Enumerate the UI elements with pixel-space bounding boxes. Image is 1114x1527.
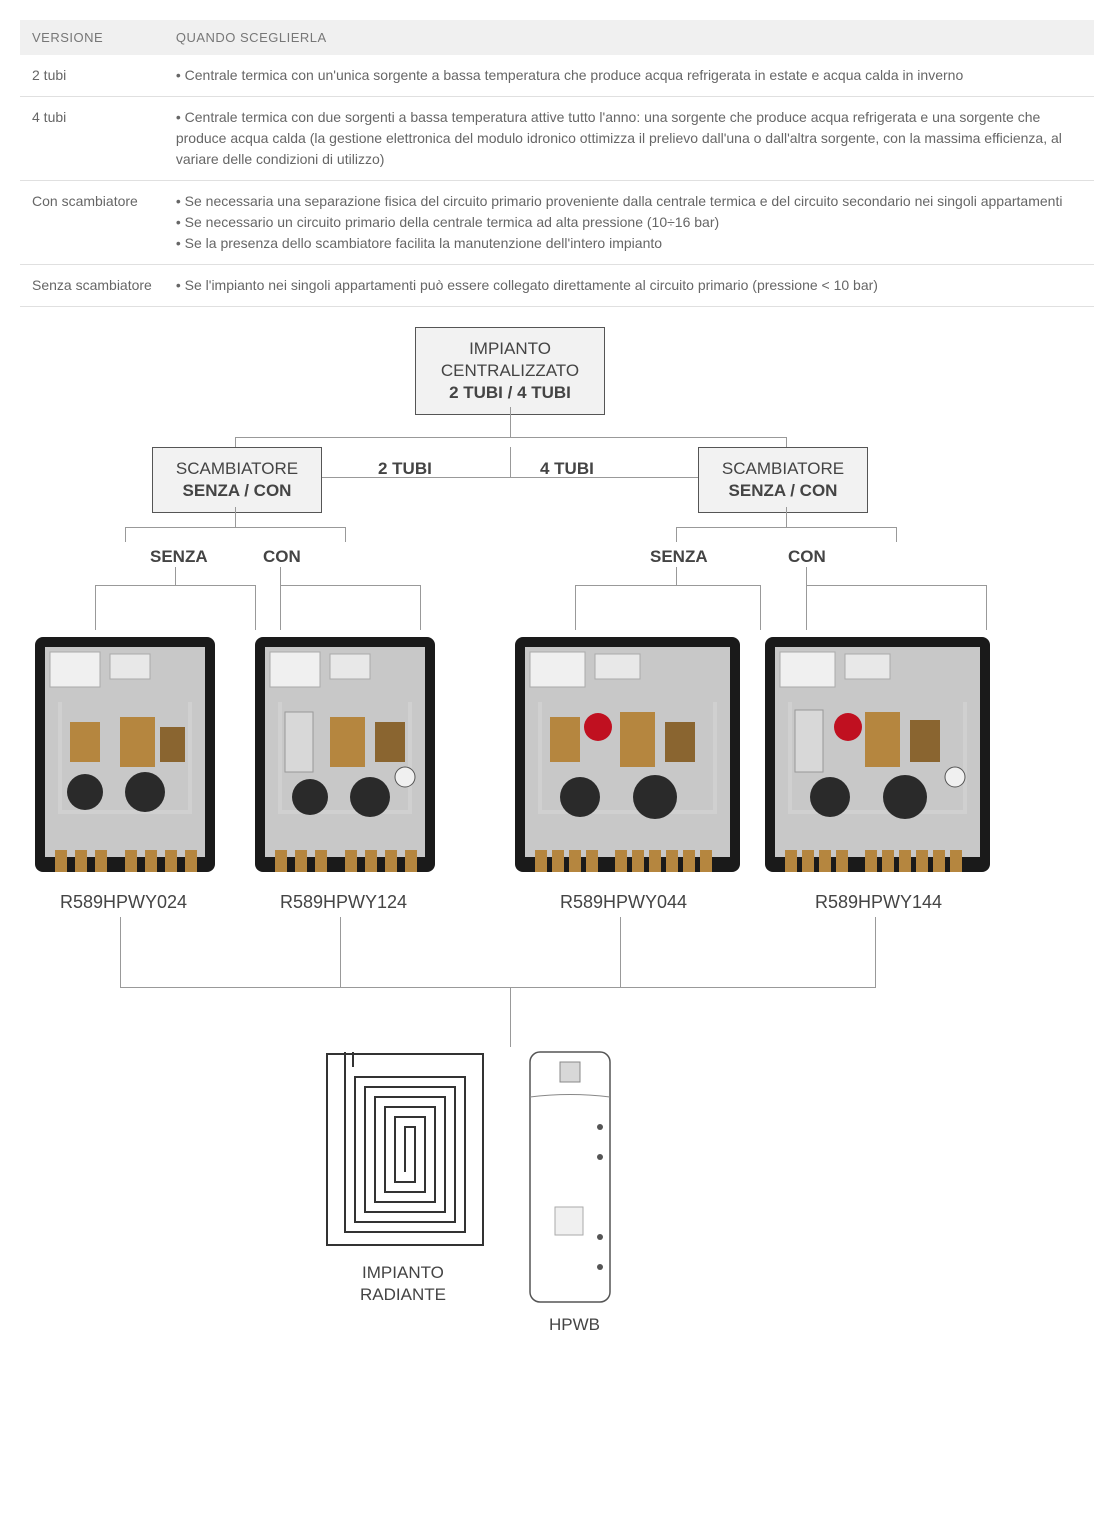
product-code-2: R589HPWY124 <box>280 892 407 913</box>
connector <box>235 507 236 527</box>
label-senza-2: SENZA <box>650 547 708 567</box>
root-box: IMPIANTO CENTRALIZZATO 2 TUBI / 4 TUBI <box>415 327 605 415</box>
label-2tubi: 2 TUBI <box>378 459 432 479</box>
table-bullet: Centrale termica con due sorgenti a bass… <box>176 107 1082 170</box>
connector <box>120 917 121 987</box>
hpwb-icon <box>525 1047 615 1307</box>
product-img-2 <box>250 632 440 877</box>
connector <box>760 585 761 630</box>
version-table: VERSIONE QUANDO SCEGLIERLA 2 tubi Central… <box>20 20 1094 307</box>
connector <box>95 585 96 630</box>
connector <box>510 407 511 437</box>
radiant-label: IMPIANTO RADIANTE <box>360 1262 446 1306</box>
label-4tubi: 4 TUBI <box>540 459 594 479</box>
table-bullet: Se la presenza dello scambiatore facilit… <box>176 233 1082 254</box>
table-cell-version: 2 tubi <box>20 55 164 97</box>
connector <box>786 507 787 527</box>
product-code-3: R589HPWY044 <box>560 892 687 913</box>
product-img-3 <box>510 632 745 877</box>
connector <box>510 447 511 477</box>
table-bullet: Se necessario un circuito primario della… <box>176 212 1082 233</box>
product-code-1: R589HPWY024 <box>60 892 187 913</box>
connector <box>676 527 896 528</box>
product-img-4 <box>760 632 995 877</box>
connector <box>125 527 126 542</box>
connector <box>510 987 511 1047</box>
selection-diagram: IMPIANTO CENTRALIZZATO 2 TUBI / 4 TUBI 2… <box>20 327 1094 1507</box>
connector <box>786 437 787 447</box>
label-senza-1: SENZA <box>150 547 208 567</box>
table-bullet: Se necessaria una separazione fisica del… <box>176 191 1082 212</box>
connector <box>806 585 807 630</box>
scambiatore-box-left: SCAMBIATORE SENZA / CON <box>152 447 322 513</box>
product-img-1 <box>30 632 220 877</box>
connector <box>620 917 621 987</box>
connector <box>255 585 256 630</box>
connector <box>345 527 346 542</box>
label-con-1: CON <box>263 547 301 567</box>
table-bullet: Se l'impianto nei singoli appartamenti p… <box>176 275 1082 296</box>
connector <box>340 917 341 987</box>
connector <box>280 567 281 585</box>
table-header-when: QUANDO SCEGLIERLA <box>164 20 1094 55</box>
connector <box>95 585 255 586</box>
connector <box>875 917 876 987</box>
product-code-4: R589HPWY144 <box>815 892 942 913</box>
connector <box>120 987 876 988</box>
root-line3: 2 TUBI / 4 TUBI <box>432 382 588 404</box>
connector <box>235 437 787 438</box>
connector <box>676 567 677 585</box>
connector <box>575 585 576 630</box>
connector <box>420 585 421 630</box>
connector <box>806 585 986 586</box>
radiant-coil-icon <box>325 1052 485 1247</box>
connector <box>280 585 281 630</box>
scambiatore-line2: SENZA / CON <box>169 480 305 502</box>
scambiatore-box-right: SCAMBIATORE SENZA / CON <box>698 447 868 513</box>
table-cell-version: Con scambiatore <box>20 181 164 265</box>
table-bullet: Centrale termica con un'unica sorgente a… <box>176 65 1082 86</box>
connector <box>676 527 677 542</box>
connector <box>235 437 236 447</box>
table-cell-version: 4 tubi <box>20 97 164 181</box>
root-line2: CENTRALIZZATO <box>432 360 588 382</box>
table-cell-description: Centrale termica con due sorgenti a bass… <box>164 97 1094 181</box>
table-cell-description: Se l'impianto nei singoli appartamenti p… <box>164 265 1094 307</box>
scambiatore-line2: SENZA / CON <box>715 480 851 502</box>
scambiatore-line1: SCAMBIATORE <box>715 458 851 480</box>
connector <box>575 585 760 586</box>
label-con-2: CON <box>788 547 826 567</box>
connector <box>986 585 987 630</box>
root-line1: IMPIANTO <box>432 338 588 360</box>
connector <box>896 527 897 542</box>
table-cell-version: Senza scambiatore <box>20 265 164 307</box>
table-cell-description: Se necessaria una separazione fisica del… <box>164 181 1094 265</box>
scambiatore-line1: SCAMBIATORE <box>169 458 305 480</box>
hpwb-label: HPWB <box>549 1315 600 1335</box>
table-header-version: VERSIONE <box>20 20 164 55</box>
connector <box>125 527 345 528</box>
connector <box>806 567 807 585</box>
connector <box>280 585 420 586</box>
connector <box>175 567 176 585</box>
table-cell-description: Centrale termica con un'unica sorgente a… <box>164 55 1094 97</box>
